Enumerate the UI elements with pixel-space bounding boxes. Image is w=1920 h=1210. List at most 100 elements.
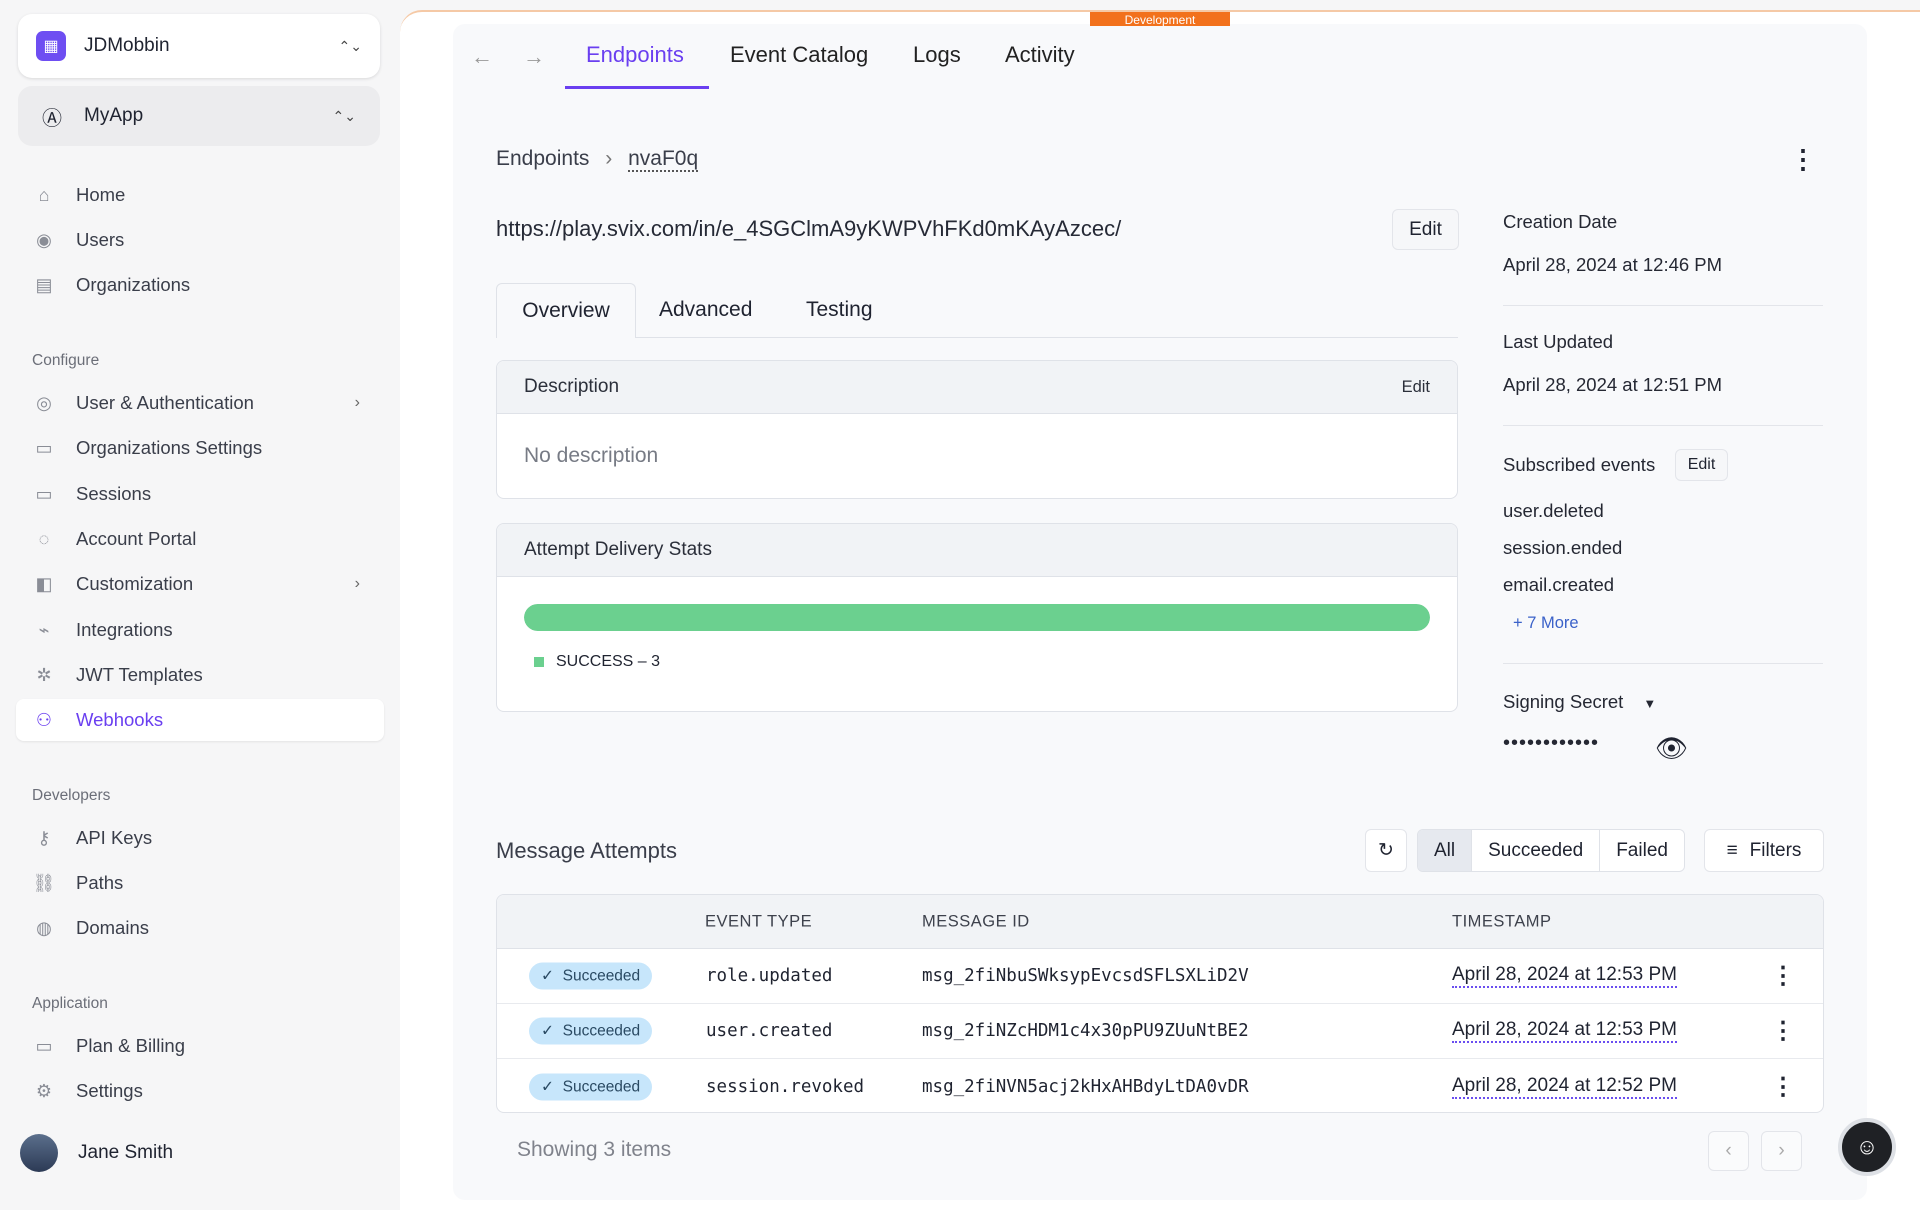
event-item: user.deleted (1503, 500, 1604, 521)
nav-label: Webhooks (76, 709, 164, 730)
filters-button[interactable]: ≡ Filters (1704, 829, 1824, 872)
back-arrow-icon[interactable]: ← (471, 44, 493, 69)
user-circle-icon: ◉ (36, 229, 52, 250)
sidebar-item-paths[interactable]: ⛓ Paths (16, 862, 384, 904)
sidebar-item-integrations[interactable]: ⌁ Integrations (16, 609, 384, 651)
sidebar-item-api-keys[interactable]: ⚷ API Keys (16, 817, 384, 859)
next-page-button[interactable]: › (1761, 1131, 1802, 1171)
section-application: Application (32, 995, 108, 1012)
clipboard-icon: ▭ (35, 437, 53, 458)
event-type: session.revoked (706, 1076, 865, 1097)
nav-label: API Keys (76, 827, 153, 848)
avatar (20, 1134, 58, 1172)
row-menu-icon[interactable]: ⋮ (1771, 1017, 1795, 1045)
caret-down-icon: ▼ (1643, 696, 1657, 711)
prev-page-button[interactable]: ‹ (1708, 1131, 1749, 1171)
tab-endpoints[interactable]: Endpoints (586, 42, 684, 67)
sidebar-item-organizations[interactable]: ▤ Organizations (16, 264, 384, 306)
user-name: Jane Smith (78, 1142, 174, 1163)
edit-description-button[interactable]: Edit (1401, 377, 1430, 396)
attempts-table: EVENT TYPE MESSAGE ID TIMESTAMP ✓ Succee… (496, 894, 1824, 1113)
table-row[interactable]: ✓ Succeeded user.created msg_2fiNZcHDM1c… (497, 1004, 1823, 1059)
table-row[interactable]: ✓ Succeeded session.revoked msg_2fiNVN5a… (497, 1059, 1823, 1112)
timestamp[interactable]: April 28, 2024 at 12:53 PM (1452, 964, 1677, 988)
sidebar-item-plan-billing[interactable]: ▭ Plan & Billing (16, 1025, 384, 1067)
nav-label: Plan & Billing (76, 1035, 186, 1056)
last-updated-label: Last Updated (1503, 331, 1614, 352)
globe-icon: ◍ (36, 917, 52, 938)
subtab-advanced[interactable]: Advanced (659, 298, 753, 321)
chevron-right-icon: › (354, 394, 360, 411)
tab-event-catalog[interactable]: Event Catalog (730, 42, 869, 67)
sidebar-item-webhooks[interactable]: ⚇ Webhooks (16, 699, 384, 741)
sidebar-item-domains[interactable]: ◍ Domains (16, 907, 384, 949)
subtabs (496, 283, 1458, 338)
subscribed-events-label: Subscribed events (1503, 454, 1656, 475)
more-options-icon[interactable]: ⋮ (1790, 144, 1816, 174)
subtab-testing[interactable]: Testing (806, 298, 873, 321)
filter-failed[interactable]: Failed (1600, 830, 1684, 871)
sidebar-item-settings[interactable]: ⚙ Settings (16, 1070, 384, 1112)
more-events-link[interactable]: + 7 More (1513, 614, 1579, 632)
breadcrumb-endpoints[interactable]: Endpoints (496, 147, 590, 170)
building-icon: ▤ (35, 274, 53, 295)
sidebar-item-org-settings[interactable]: ▭ Organizations Settings (16, 427, 384, 469)
row-menu-icon[interactable]: ⋮ (1771, 962, 1795, 990)
signing-secret-toggle[interactable]: Signing Secret ▼ (1503, 691, 1656, 713)
eye-icon[interactable]: 👁 (1655, 733, 1689, 763)
items-count: Showing 3 items (517, 1138, 672, 1161)
chevron-up-down-icon: ⌃⌄ (338, 37, 362, 54)
refresh-icon[interactable]: ↻ (1365, 829, 1407, 872)
breadcrumb: Endpoints › nvaF0q (496, 147, 699, 172)
nav-label: Users (76, 229, 125, 250)
divider (1503, 663, 1823, 664)
nav-label: Sessions (76, 483, 152, 504)
row-menu-icon[interactable]: ⋮ (1771, 1073, 1795, 1100)
sidebar-item-jwt-templates[interactable]: ✲ JWT Templates (16, 654, 384, 696)
chevron-right-icon: › (354, 575, 360, 592)
sidebar-item-account-portal[interactable]: ◌ Account Portal (16, 518, 384, 560)
signing-secret-label: Signing Secret (1503, 691, 1624, 712)
filter-succeeded[interactable]: Succeeded (1472, 830, 1601, 871)
user-menu[interactable]: Jane Smith (20, 1134, 173, 1172)
sidebar-item-sessions[interactable]: ▭ Sessions (16, 473, 384, 515)
nav-label: Organizations Settings (76, 437, 263, 458)
timestamp[interactable]: April 28, 2024 at 12:52 PM (1452, 1075, 1677, 1099)
success-bar-fill (524, 604, 1430, 631)
filter-all[interactable]: All (1418, 830, 1473, 871)
edit-url-button[interactable]: Edit (1392, 209, 1459, 250)
table-row[interactable]: ✓ Succeeded role.updated msg_2fiNbuSWksy… (497, 949, 1823, 1004)
nav-label: Home (76, 184, 126, 205)
sidebar-item-home[interactable]: ⌂ Home (16, 174, 384, 216)
tab-activity[interactable]: Activity (1005, 42, 1075, 67)
sidebar-item-users[interactable]: ◉ Users (16, 219, 384, 261)
col-message-id: MESSAGE ID (922, 912, 1030, 930)
subtab-overview[interactable]: Overview (496, 283, 636, 338)
org-name: JDMobbin (84, 35, 170, 56)
nav-label: User & Authentication (76, 392, 254, 413)
nav-label: Integrations (76, 619, 173, 640)
environment-tag: Development (1090, 12, 1230, 26)
app-switcher[interactable]: Ⓐ MyApp ⌃⌄ (18, 86, 380, 146)
card-icon: ▭ (35, 1035, 53, 1056)
filter-icon: ≡ (1726, 839, 1738, 861)
key-icon: ⚷ (37, 827, 51, 848)
creation-date-value: April 28, 2024 at 12:46 PM (1503, 254, 1723, 275)
forward-arrow-icon[interactable]: → (523, 44, 545, 69)
sidebar-item-customization[interactable]: ◧ Customization › (16, 563, 384, 605)
description-text: No description (524, 444, 659, 467)
message-id: msg_2fiNbuSWksypEvcsdSFLSXLiD2V (922, 966, 1249, 986)
tab-logs[interactable]: Logs (913, 42, 961, 67)
status-badge: ✓ Succeeded (529, 962, 653, 990)
support-chat-button[interactable]: ☺ (1838, 1118, 1896, 1176)
status-badge: ✓ Succeeded (529, 1073, 653, 1100)
edit-events-button[interactable]: Edit (1675, 449, 1728, 481)
event-item: email.created (1503, 574, 1615, 595)
sidebar-item-user-auth[interactable]: ◎ User & Authentication › (16, 382, 384, 424)
app-name: MyApp (84, 105, 144, 126)
org-switcher[interactable]: ▦ JDMobbin ⌃⌄ (18, 14, 380, 78)
col-event-type: EVENT TYPE (705, 912, 813, 930)
timestamp[interactable]: April 28, 2024 at 12:53 PM (1452, 1019, 1677, 1043)
sessions-icon: ▭ (35, 483, 53, 504)
nav-label: JWT Templates (76, 664, 203, 685)
